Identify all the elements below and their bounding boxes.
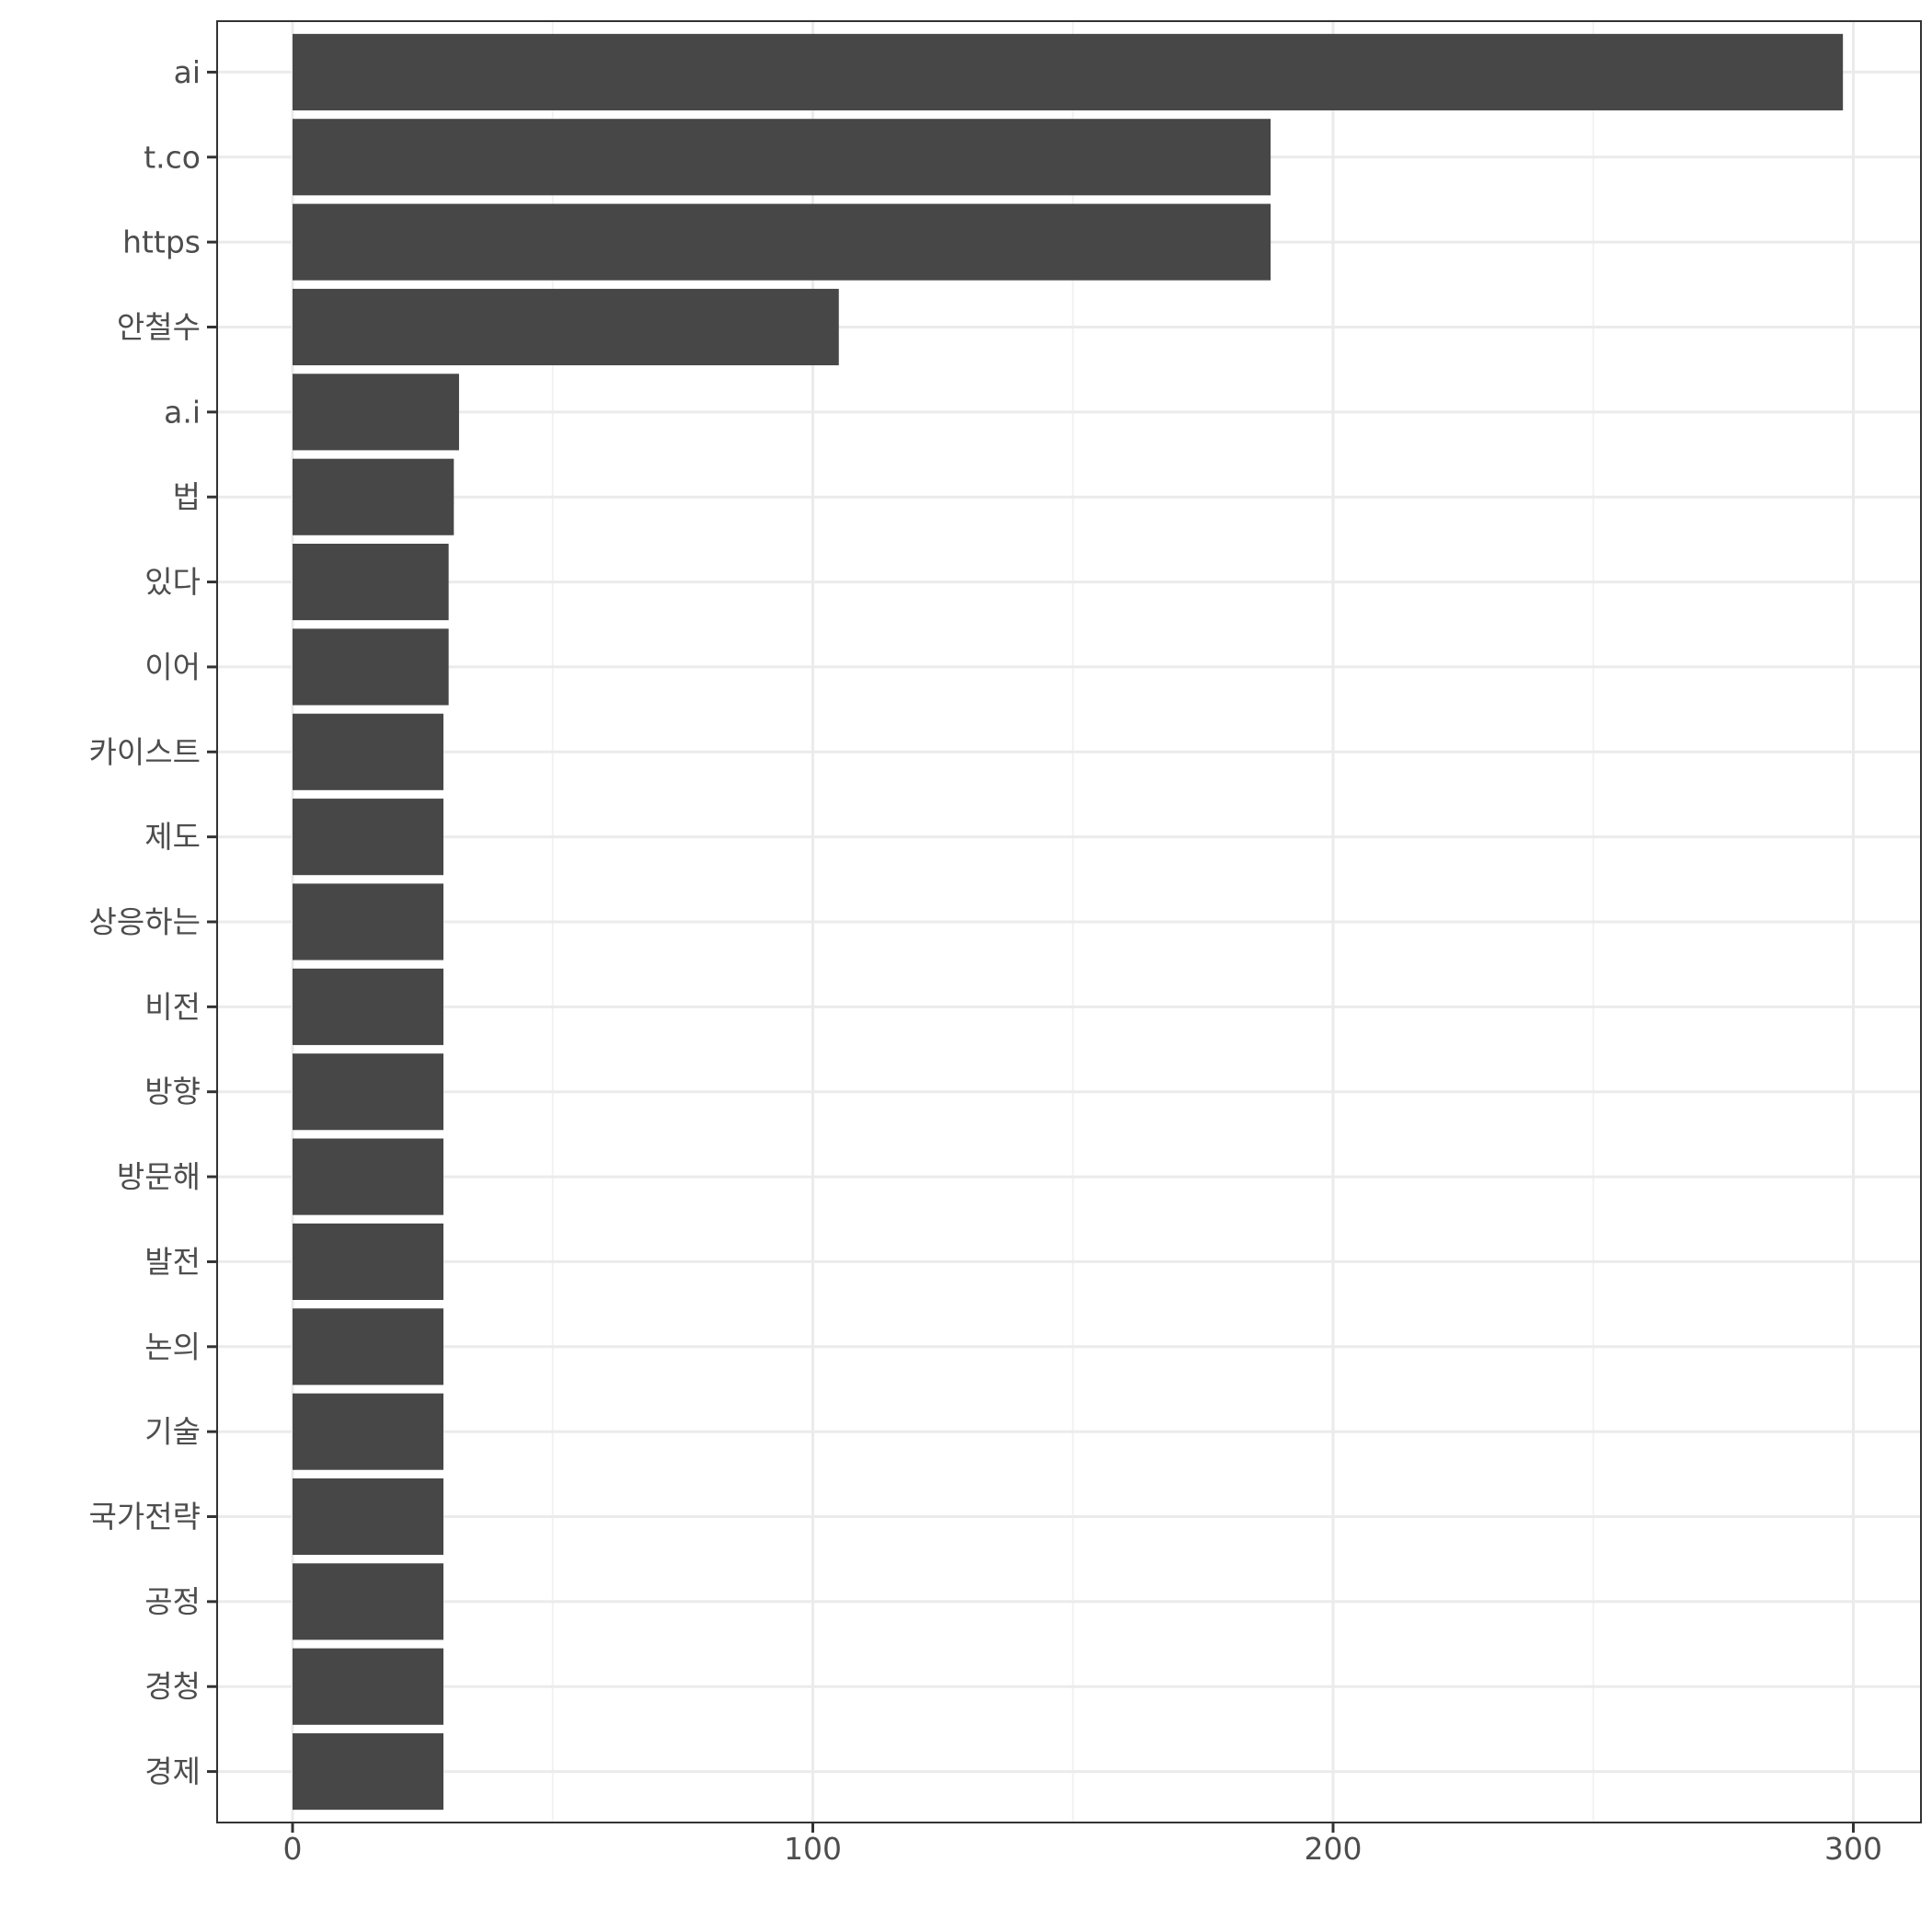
y-tick-label: a.i [164, 394, 201, 430]
y-tick-label: 논의 [144, 1328, 201, 1364]
bar [292, 628, 449, 706]
y-tick-label: 방향 [144, 1074, 201, 1110]
y-tick-label: 방문해 [117, 1159, 201, 1195]
bar [292, 1223, 443, 1300]
x-tick-label: 300 [1824, 1831, 1882, 1867]
bar [292, 968, 443, 1045]
bar [292, 799, 443, 876]
bars [292, 33, 1844, 1811]
y-tick-label: 법 [173, 479, 201, 515]
y-tick-label: 안철수 [117, 309, 201, 345]
y-tick-label: 경청 [144, 1669, 201, 1705]
x-axis: 0 100 200 300 [282, 1823, 1882, 1867]
y-tick-label: 국가전략 [89, 1499, 201, 1535]
bar [292, 203, 1271, 281]
bar [292, 288, 839, 366]
bar [292, 1563, 443, 1640]
y-tick-label: ai [174, 54, 201, 90]
y-axis: ai t.co https 안철수 a.i 법있다이어카이스트제도상응하는비전방향방문해발… [89, 54, 217, 1789]
x-tick-label: 100 [784, 1831, 842, 1867]
bar [292, 374, 459, 451]
bar [292, 1138, 443, 1215]
y-tick-label: 있다 [144, 564, 201, 600]
x-tick-label: 200 [1304, 1831, 1362, 1867]
bar [292, 33, 1844, 110]
grid-lines [217, 21, 1921, 1823]
bar [292, 1648, 443, 1725]
y-tick-label: 이어 [144, 649, 201, 684]
y-tick-label: 제도 [144, 819, 201, 855]
bar [292, 1733, 443, 1811]
y-tick-label: 카이스트 [89, 734, 201, 770]
bar [292, 1053, 443, 1131]
bar [292, 544, 449, 621]
y-tick-label: 경제 [144, 1754, 201, 1789]
bar [292, 1478, 443, 1556]
bar [292, 1308, 443, 1386]
bar [292, 119, 1271, 196]
bar [292, 883, 443, 960]
y-tick-label: 상응하는 [89, 904, 201, 940]
y-tick-label: 발전 [144, 1244, 201, 1280]
y-tick-label: 비전 [144, 989, 201, 1025]
x-tick-label: 0 [282, 1831, 302, 1867]
y-tick-label: t.co [144, 139, 201, 175]
bar [292, 1393, 443, 1470]
bar [292, 713, 443, 790]
bar [292, 458, 454, 535]
y-tick-label: 공정 [144, 1583, 201, 1619]
y-tick-label: https [122, 224, 201, 260]
y-tick-label: 기술 [144, 1414, 201, 1450]
